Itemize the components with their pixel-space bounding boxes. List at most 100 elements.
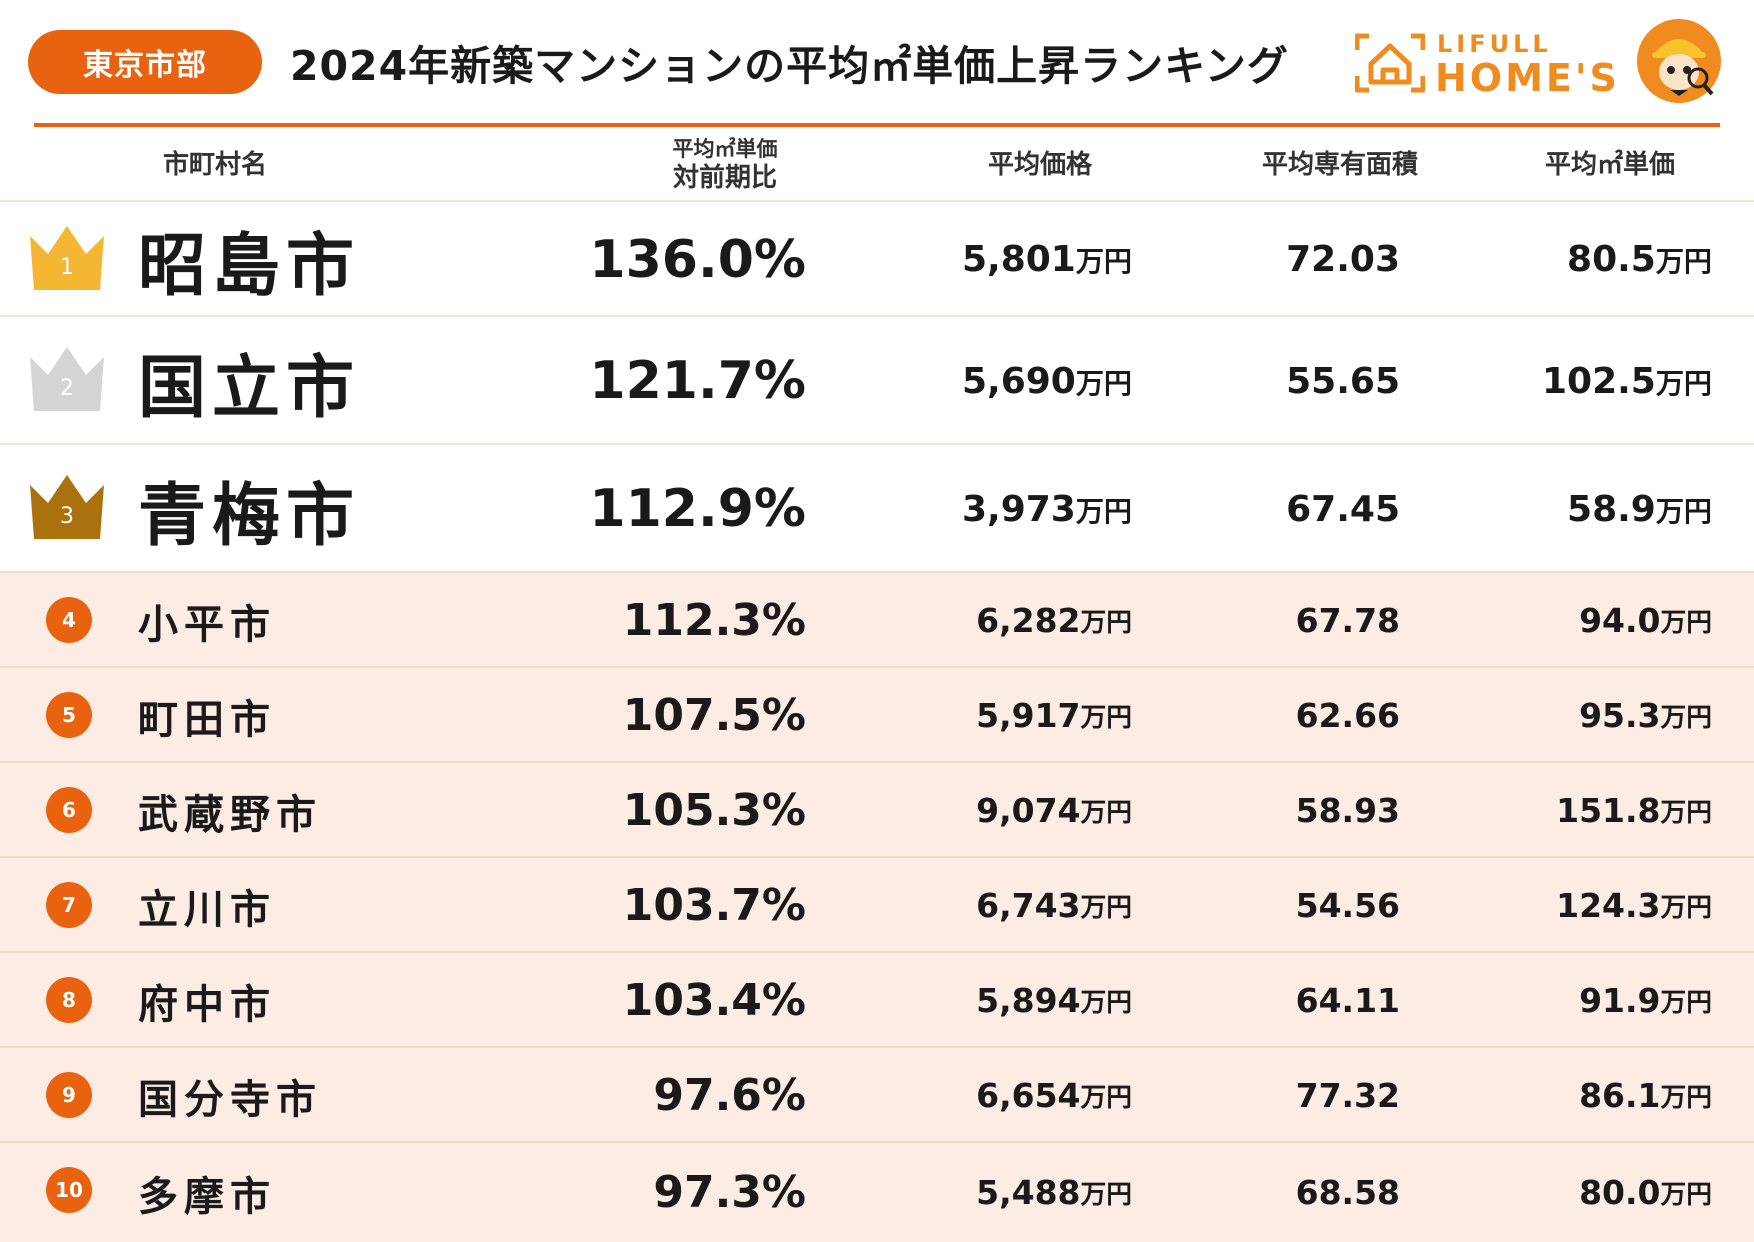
city-name: 昭島市 [138,227,361,306]
city-name: 府中市 [138,981,276,1028]
area-value: 54.56 [1295,886,1400,925]
unit-price-number: 86.1 [1579,1076,1661,1115]
lifull-homes-logo: LIFULL HOME'S [1354,28,1625,100]
unit-price-unit: 万円 [1660,1180,1712,1210]
price-unit: 万円 [1080,893,1132,923]
area-value: 58.93 [1295,791,1400,830]
unit-price-number: 151.8 [1556,791,1661,830]
silver-crown-icon: 2 [30,347,104,411]
column-header-area: 平均専有面積 [1261,149,1418,180]
price-unit: 万円 [1080,1180,1132,1210]
price-number: 5,488 [976,1173,1081,1212]
price-unit: 万円 [1080,1083,1132,1113]
unit-price-value: 86.1 万円 [1579,1048,1712,1143]
price-value: 5,488 万円 [976,1143,1132,1242]
rank-badge: 8 [46,977,92,1023]
city-name: 国分寺市 [138,1076,322,1123]
region-badge: 東京市部 [28,30,262,94]
price-unit: 万円 [1075,494,1132,528]
price-unit: 万円 [1080,703,1132,733]
unit-price-value: 151.8 万円 [1556,763,1712,858]
ratio-value: 107.5% [622,690,806,741]
city-name: 町田市 [138,696,276,743]
ratio-value: 112.3% [622,595,806,646]
unit-price-value: 94.0 万円 [1579,573,1712,668]
unit-price-value: 102.5 万円 [1542,317,1712,445]
price-unit: 万円 [1075,245,1132,278]
unit-price-unit: 万円 [1660,608,1712,638]
city-name: 小平市 [138,601,276,648]
unit-price-unit: 万円 [1655,494,1712,528]
table-row: 10 多摩市 97.3% 5,488 万円 68.58 80.0 万円 [0,1141,1754,1242]
unit-price-number: 58.9 [1567,488,1656,530]
column-header-unit-price: 平均㎡単価 [1544,149,1675,180]
price-number: 9,074 [976,791,1081,830]
rank-badge: 7 [46,882,92,928]
table-row: 8 府中市 103.4% 5,894 万円 64.11 91.9 万円 [0,951,1754,1048]
table-row: 6 武蔵野市 105.3% 9,074 万円 58.93 151.8 万円 [0,761,1754,858]
unit-price-unit: 万円 [1655,366,1712,400]
area-value: 77.32 [1295,1076,1400,1115]
ratio-value: 103.4% [622,975,806,1026]
bronze-crown-icon: 3 [30,475,104,539]
area-value: 72.03 [1286,239,1400,280]
table-row: 7 立川市 103.7% 6,743 万円 54.56 124.3 万円 [0,856,1754,953]
table-row: 9 国分寺市 97.6% 6,654 万円 77.32 86.1 万円 [0,1046,1754,1143]
ratio-value: 121.7% [589,351,806,411]
area-value: 67.45 [1286,488,1400,530]
area-value: 64.11 [1295,981,1400,1020]
unit-price-number: 95.3 [1579,696,1661,735]
logo-text-lifull: LIFULL [1437,30,1552,58]
mascot-icon [1637,19,1721,103]
header-divider [34,123,1720,127]
ratio-value: 136.0% [589,229,806,290]
unit-price-value: 91.9 万円 [1579,953,1712,1048]
price-number: 3,973 [961,488,1076,530]
price-value: 5,690 万円 [962,317,1132,445]
table-row: 3 青梅市 112.9% 3,973 万円 67.45 58.9 万円 [0,443,1754,573]
logo-text-homes: HOME'S [1435,56,1620,100]
unit-price-unit: 万円 [1660,893,1712,923]
rank-number: 2 [60,376,74,401]
unit-price-value: 80.0 万円 [1579,1143,1712,1242]
ratio-value: 112.9% [589,479,806,539]
price-number: 5,690 [961,360,1076,402]
house-logo-icon [1354,33,1426,93]
rank-number: 3 [60,504,74,529]
area-value: 62.66 [1295,696,1400,735]
unit-price-value: 58.9 万円 [1567,445,1712,573]
rank-badge: 4 [46,597,92,643]
city-name: 国立市 [138,348,361,428]
price-unit: 万円 [1075,366,1132,400]
ratio-value: 97.3% [653,1167,806,1218]
unit-price-value: 95.3 万円 [1579,668,1712,763]
ratio-value: 105.3% [622,785,806,836]
unit-price-number: 91.9 [1579,981,1661,1020]
unit-price-unit: 万円 [1660,798,1712,828]
rank-badge: 9 [46,1072,92,1118]
unit-price-number: 124.3 [1556,886,1661,925]
price-value: 9,074 万円 [976,763,1132,858]
price-value: 3,973 万円 [962,445,1132,573]
unit-price-number: 80.0 [1579,1173,1661,1212]
column-header-ratio-line1: 平均㎡単価 [672,136,778,161]
column-header-ratio-line2: 対前期比 [672,162,777,193]
table-row: 5 町田市 107.5% 5,917 万円 62.66 95.3 万円 [0,666,1754,763]
rank-badge: 10 [46,1167,92,1213]
column-header-city: 市町村名 [162,149,267,180]
price-value: 6,282 万円 [976,573,1132,668]
ratio-value: 103.7% [622,880,806,931]
ratio-value: 97.6% [653,1070,806,1121]
city-name: 武蔵野市 [138,791,322,838]
rank-badge: 5 [46,692,92,738]
table-row: 4 小平市 112.3% 6,282 万円 67.78 94.0 万円 [0,571,1754,668]
price-number: 5,894 [976,981,1081,1020]
city-name: 立川市 [138,886,276,933]
price-value: 5,894 万円 [976,953,1132,1048]
area-value: 67.78 [1295,601,1400,640]
gold-crown-icon: 1 [30,226,104,290]
price-unit: 万円 [1080,988,1132,1018]
column-header-ratio: 平均㎡単価 対前期比 [600,130,850,200]
unit-price-value: 80.5 万円 [1567,202,1712,317]
page-title: 2024年新築マンションの平均㎡単価上昇ランキング [290,42,1289,90]
